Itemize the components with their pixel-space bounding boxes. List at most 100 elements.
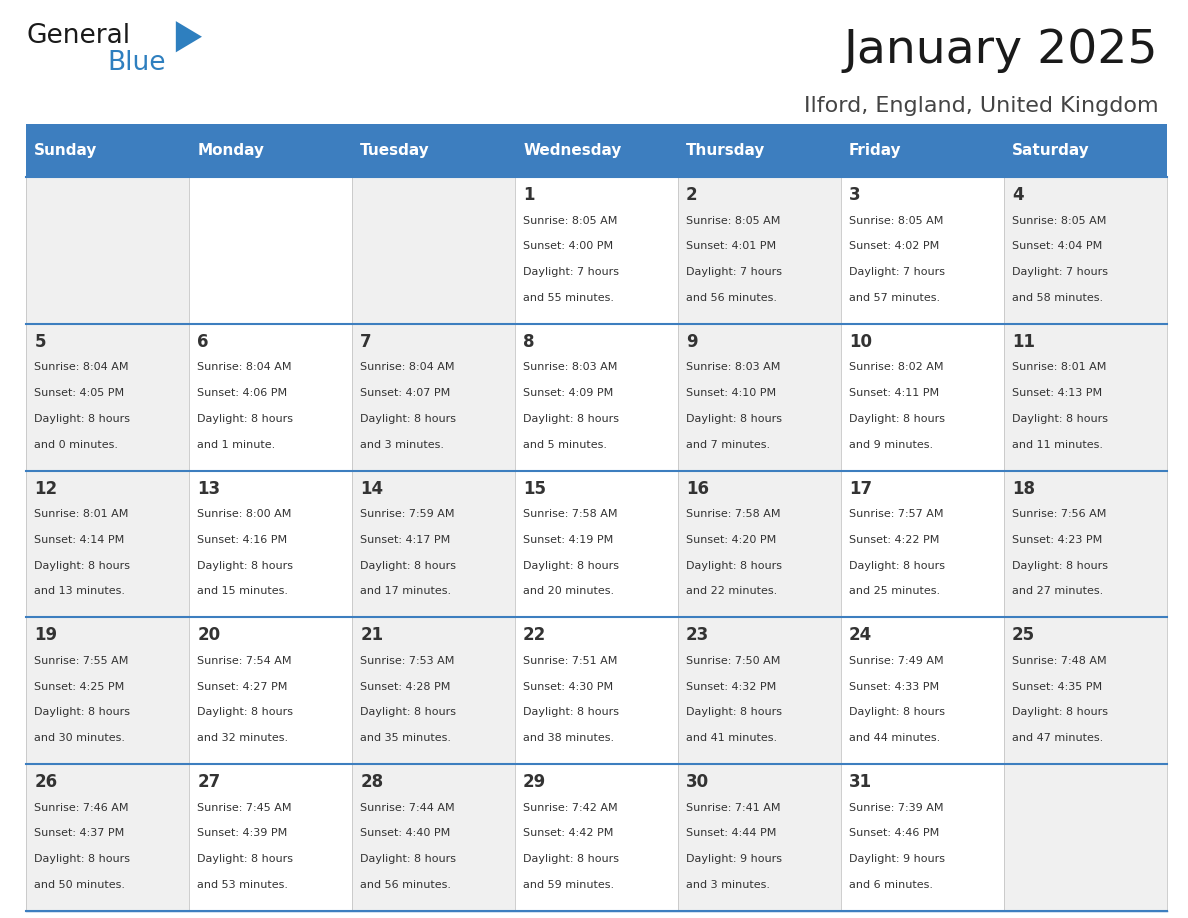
Text: and 44 minutes.: and 44 minutes.	[849, 733, 940, 743]
Bar	[352, 124, 514, 177]
Text: and 6 minutes.: and 6 minutes.	[849, 879, 933, 890]
Text: Sunrise: 7:46 AM: Sunrise: 7:46 AM	[34, 802, 128, 812]
Text: and 56 minutes.: and 56 minutes.	[685, 293, 777, 303]
Text: 26: 26	[34, 773, 57, 791]
Text: Sunrise: 7:55 AM: Sunrise: 7:55 AM	[34, 655, 128, 666]
Text: and 11 minutes.: and 11 minutes.	[1012, 440, 1102, 450]
Text: Sunrise: 7:59 AM: Sunrise: 7:59 AM	[360, 509, 455, 519]
Text: Sunset: 4:44 PM: Sunset: 4:44 PM	[685, 828, 777, 838]
Text: Sunrise: 7:58 AM: Sunrise: 7:58 AM	[523, 509, 618, 519]
Text: Sunset: 4:46 PM: Sunset: 4:46 PM	[849, 828, 940, 838]
Text: and 57 minutes.: and 57 minutes.	[849, 293, 940, 303]
Text: 8: 8	[523, 333, 535, 351]
Bar	[514, 324, 678, 471]
Text: Wednesday: Wednesday	[523, 143, 621, 158]
Text: 23: 23	[685, 626, 709, 644]
Bar	[189, 124, 352, 177]
Bar	[352, 764, 514, 911]
Text: 12: 12	[34, 480, 57, 498]
Text: Daylight: 8 hours: Daylight: 8 hours	[523, 414, 619, 424]
Text: Sunrise: 8:04 AM: Sunrise: 8:04 AM	[360, 363, 455, 373]
Text: 17: 17	[849, 480, 872, 498]
Text: Sunrise: 7:45 AM: Sunrise: 7:45 AM	[197, 802, 292, 812]
Text: Sunset: 4:33 PM: Sunset: 4:33 PM	[849, 681, 939, 691]
Bar	[26, 124, 189, 177]
Bar	[678, 617, 841, 764]
Bar	[1004, 764, 1167, 911]
Bar	[1004, 471, 1167, 617]
Text: 9: 9	[685, 333, 697, 351]
Text: Sunrise: 8:02 AM: Sunrise: 8:02 AM	[849, 363, 943, 373]
Bar	[841, 471, 1004, 617]
Text: Daylight: 8 hours: Daylight: 8 hours	[523, 854, 619, 864]
Text: and 17 minutes.: and 17 minutes.	[360, 587, 451, 596]
Text: Daylight: 7 hours: Daylight: 7 hours	[1012, 267, 1108, 277]
Text: Sunset: 4:37 PM: Sunset: 4:37 PM	[34, 828, 125, 838]
Text: 19: 19	[34, 626, 57, 644]
Bar	[514, 471, 678, 617]
Text: Sunrise: 7:54 AM: Sunrise: 7:54 AM	[197, 655, 292, 666]
Bar	[26, 177, 189, 324]
Text: January 2025: January 2025	[843, 28, 1158, 73]
Text: Daylight: 8 hours: Daylight: 8 hours	[360, 707, 456, 717]
Text: Sunset: 4:23 PM: Sunset: 4:23 PM	[1012, 535, 1102, 544]
Text: Monday: Monday	[197, 143, 264, 158]
Text: Sunset: 4:09 PM: Sunset: 4:09 PM	[523, 388, 613, 398]
Bar	[514, 617, 678, 764]
Bar	[841, 764, 1004, 911]
Text: Sunrise: 7:58 AM: Sunrise: 7:58 AM	[685, 509, 781, 519]
Text: Sunset: 4:01 PM: Sunset: 4:01 PM	[685, 241, 776, 252]
Text: 29: 29	[523, 773, 546, 791]
Text: Sunset: 4:32 PM: Sunset: 4:32 PM	[685, 681, 776, 691]
Text: 6: 6	[197, 333, 209, 351]
Text: Sunrise: 8:05 AM: Sunrise: 8:05 AM	[685, 216, 781, 226]
Polygon shape	[176, 21, 202, 52]
Text: Sunrise: 7:50 AM: Sunrise: 7:50 AM	[685, 655, 781, 666]
Text: Daylight: 8 hours: Daylight: 8 hours	[360, 414, 456, 424]
Text: Sunset: 4:05 PM: Sunset: 4:05 PM	[34, 388, 125, 398]
Text: Daylight: 8 hours: Daylight: 8 hours	[34, 707, 131, 717]
Text: Sunset: 4:11 PM: Sunset: 4:11 PM	[849, 388, 939, 398]
Text: Sunset: 4:13 PM: Sunset: 4:13 PM	[1012, 388, 1102, 398]
Text: and 32 minutes.: and 32 minutes.	[197, 733, 289, 743]
Bar	[514, 764, 678, 911]
Text: Blue: Blue	[107, 50, 165, 76]
Bar	[841, 617, 1004, 764]
Bar	[514, 124, 678, 177]
Text: and 22 minutes.: and 22 minutes.	[685, 587, 777, 596]
Text: Sunset: 4:40 PM: Sunset: 4:40 PM	[360, 828, 450, 838]
Text: Sunrise: 7:56 AM: Sunrise: 7:56 AM	[1012, 509, 1106, 519]
Bar	[841, 177, 1004, 324]
Text: 24: 24	[849, 626, 872, 644]
Text: and 56 minutes.: and 56 minutes.	[360, 879, 451, 890]
Text: Daylight: 8 hours: Daylight: 8 hours	[360, 561, 456, 570]
Text: 5: 5	[34, 333, 46, 351]
Text: Daylight: 8 hours: Daylight: 8 hours	[197, 414, 293, 424]
Text: Sunrise: 8:01 AM: Sunrise: 8:01 AM	[34, 509, 128, 519]
Text: Sunset: 4:28 PM: Sunset: 4:28 PM	[360, 681, 450, 691]
Text: and 13 minutes.: and 13 minutes.	[34, 587, 125, 596]
Text: Ilford, England, United Kingdom: Ilford, England, United Kingdom	[803, 96, 1158, 117]
Bar	[1004, 324, 1167, 471]
Bar	[678, 124, 841, 177]
Text: 31: 31	[849, 773, 872, 791]
Text: Sunset: 4:14 PM: Sunset: 4:14 PM	[34, 535, 125, 544]
Text: Sunset: 4:25 PM: Sunset: 4:25 PM	[34, 681, 125, 691]
Text: Sunset: 4:17 PM: Sunset: 4:17 PM	[360, 535, 450, 544]
Text: and 1 minute.: and 1 minute.	[197, 440, 276, 450]
Text: General: General	[26, 23, 131, 49]
Text: Daylight: 7 hours: Daylight: 7 hours	[849, 267, 944, 277]
Text: Sunrise: 7:49 AM: Sunrise: 7:49 AM	[849, 655, 943, 666]
Text: Daylight: 8 hours: Daylight: 8 hours	[197, 854, 293, 864]
Text: Sunrise: 8:05 AM: Sunrise: 8:05 AM	[1012, 216, 1106, 226]
Bar	[189, 617, 352, 764]
Text: and 15 minutes.: and 15 minutes.	[197, 587, 289, 596]
Text: 13: 13	[197, 480, 220, 498]
Text: and 47 minutes.: and 47 minutes.	[1012, 733, 1104, 743]
Text: Daylight: 8 hours: Daylight: 8 hours	[1012, 707, 1108, 717]
Text: 15: 15	[523, 480, 546, 498]
Text: Daylight: 8 hours: Daylight: 8 hours	[849, 561, 944, 570]
Bar	[678, 324, 841, 471]
Bar	[1004, 617, 1167, 764]
Text: and 59 minutes.: and 59 minutes.	[523, 879, 614, 890]
